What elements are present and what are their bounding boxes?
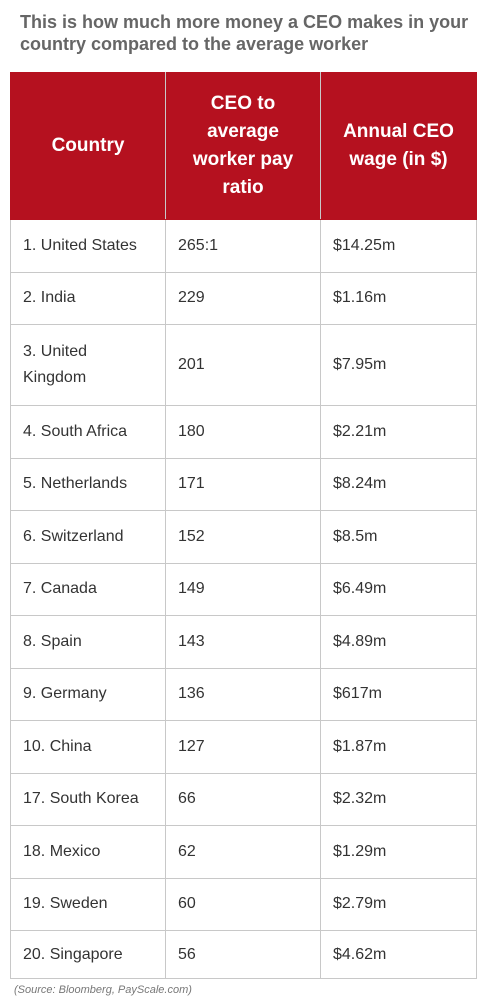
table-cell-ratio: 136 [165,667,321,721]
table-body: 1. United States 265:1 $14.25m 2. India 229 $… [10,219,477,979]
table-cell-country: 19. Sweden [10,877,166,931]
table-row: 2. India 229 $1.16m [10,271,477,325]
ceo-pay-table: Country CEO to average worker pay ratio … [10,72,477,979]
table-row: 19. Sweden 60 $2.79m [10,877,477,931]
table-cell-country: 5. Netherlands [10,457,166,511]
table-cell-wage: $7.95m [320,324,477,406]
table-cell-wage: $8.5m [320,510,477,564]
table-cell-country: 8. Spain [10,615,166,669]
table-cell-ratio: 180 [165,405,321,459]
table-cell-ratio: 229 [165,271,321,325]
table-cell-ratio: 62 [165,825,321,879]
table-cell-ratio: 143 [165,615,321,669]
table-cell-wage: $6.49m [320,562,477,616]
column-header-country: Country [10,72,166,220]
table-row: 17. South Korea 66 $2.32m [10,772,477,826]
table-row: 20. Singapore 56 $4.62m [10,930,477,979]
table-cell-wage: $4.62m [320,930,477,979]
table-cell-country: 3. United Kingdom [10,324,166,406]
table-cell-country: 20. Singapore [10,930,166,979]
table-cell-wage: $1.16m [320,271,477,325]
table-cell-country: 1. United States [10,219,166,273]
table-cell-country: 2. India [10,271,166,325]
table-cell-country: 18. Mexico [10,825,166,879]
table-row: 3. United Kingdom 201 $7.95m [10,324,477,406]
source-note: (Source: Bloomberg, PayScale.com) [14,984,192,996]
table-header-row: Country CEO to average worker pay ratio … [10,72,477,220]
table-cell-country: 6. Switzerland [10,510,166,564]
table-cell-country: 10. China [10,720,166,774]
table-cell-wage: $617m [320,667,477,721]
table-cell-wage: $2.79m [320,877,477,931]
table-cell-wage: $4.89m [320,615,477,669]
table-row: 18. Mexico 62 $1.29m [10,825,477,879]
table-cell-ratio: 201 [165,324,321,406]
table-row: 8. Spain 143 $4.89m [10,615,477,669]
table-cell-wage: $2.21m [320,405,477,459]
table-cell-ratio: 60 [165,877,321,931]
table-row: 6. Switzerland 152 $8.5m [10,510,477,564]
table-cell-wage: $14.25m [320,219,477,273]
table-row: 9. Germany 136 $617m [10,667,477,721]
table-cell-country: 9. Germany [10,667,166,721]
table-cell-ratio: 127 [165,720,321,774]
table-row: 1. United States 265:1 $14.25m [10,219,477,273]
table-cell-wage: $1.87m [320,720,477,774]
table-cell-ratio: 152 [165,510,321,564]
table-cell-ratio: 66 [165,772,321,826]
table-cell-country: 7. Canada [10,562,166,616]
page-title: This is how much more money a CEO makes … [20,12,469,54]
table-cell-wage: $1.29m [320,825,477,879]
table-cell-wage: $8.24m [320,457,477,511]
table-row: 7. Canada 149 $6.49m [10,562,477,616]
table-row: 5. Netherlands 171 $8.24m [10,457,477,511]
table-cell-ratio: 265:1 [165,219,321,273]
table-cell-country: 17. South Korea [10,772,166,826]
table-cell-ratio: 149 [165,562,321,616]
column-header-wage: Annual CEO wage (in $) [320,72,477,220]
table-cell-wage: $2.32m [320,772,477,826]
table-row: 4. South Africa 180 $2.21m [10,405,477,459]
table-row: 10. China 127 $1.87m [10,720,477,774]
table-cell-country: 4. South Africa [10,405,166,459]
table-cell-ratio: 56 [165,930,321,979]
column-header-ratio: CEO to average worker pay ratio [165,72,321,220]
table-cell-ratio: 171 [165,457,321,511]
